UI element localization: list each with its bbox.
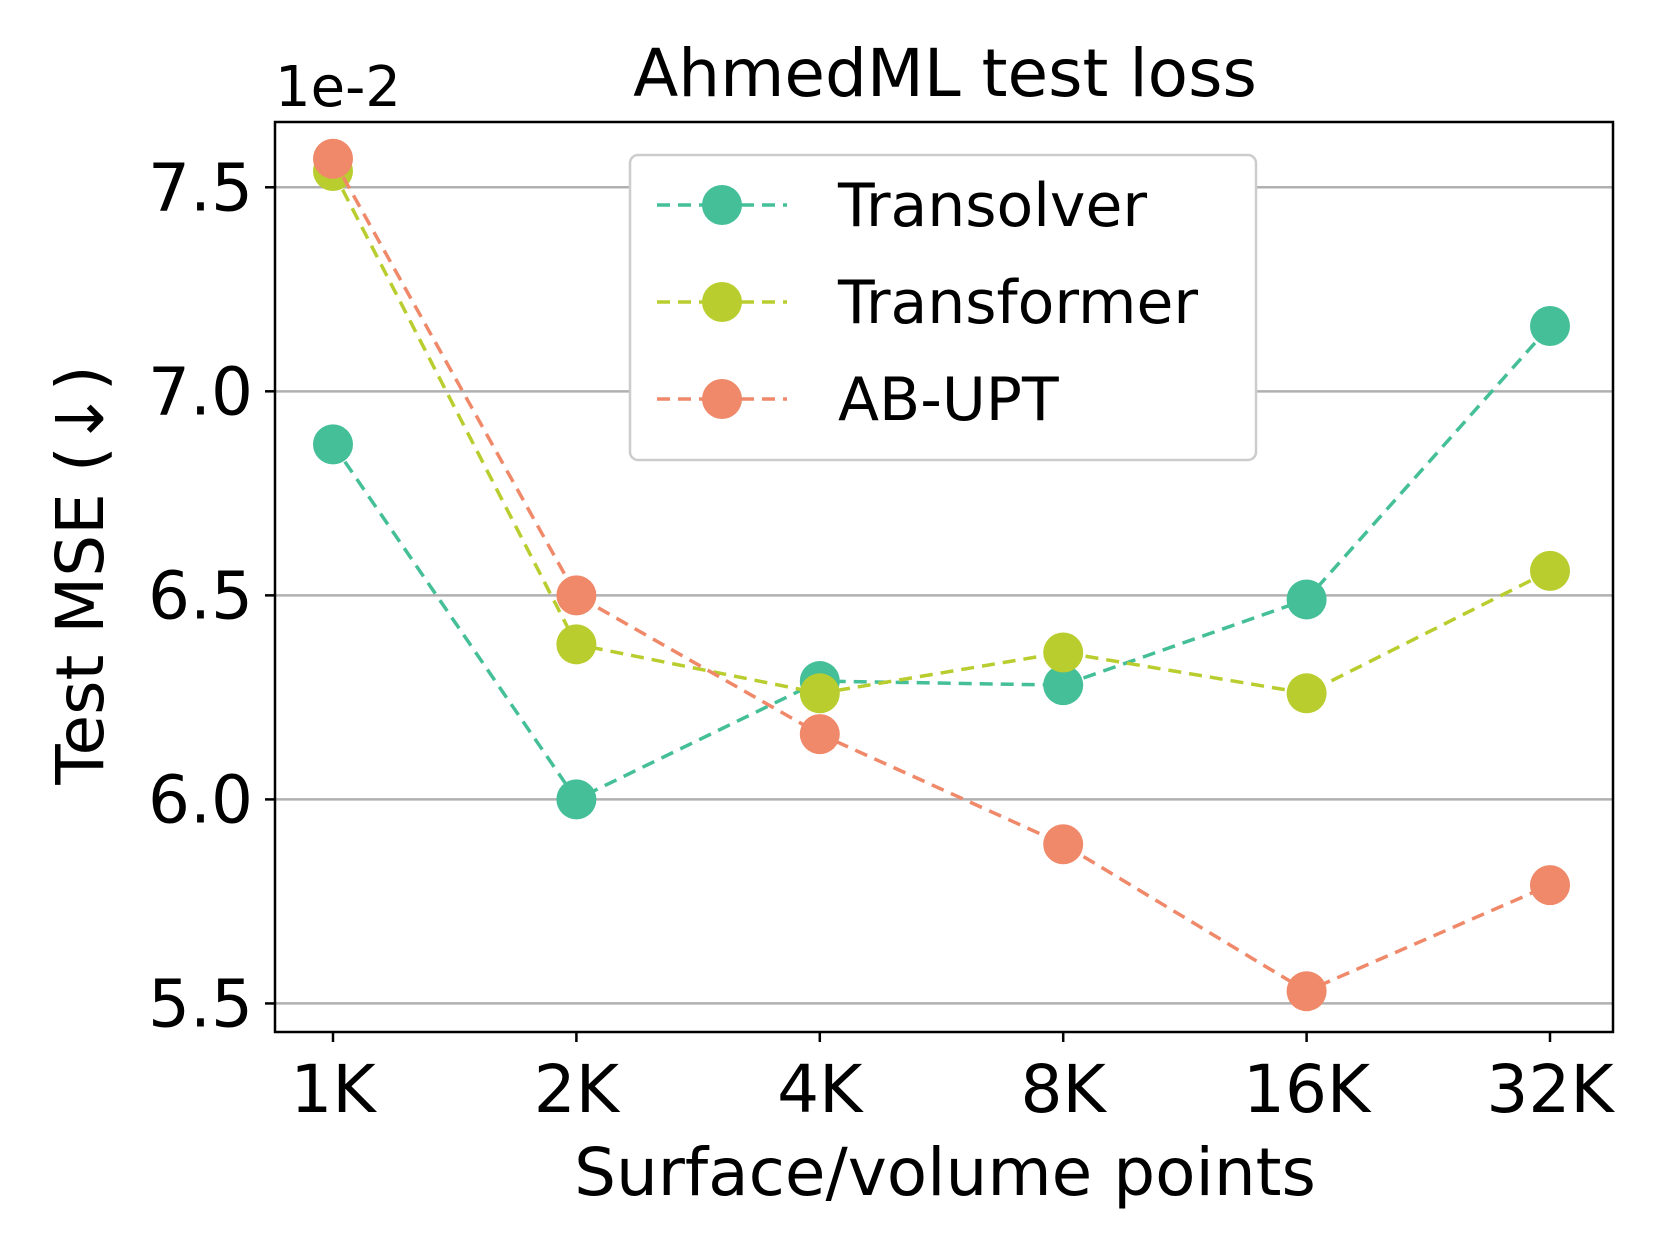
plot-frame — [273, 120, 1615, 1034]
series-ab-upt — [313, 138, 1570, 1012]
data-point — [1530, 306, 1570, 347]
legend-marker — [702, 379, 742, 419]
data-point — [1286, 971, 1327, 1012]
y-offset-label: 1e-2 — [275, 55, 401, 120]
x-tick-label: 32K — [1486, 1051, 1615, 1128]
data-point — [1530, 550, 1570, 591]
y-tick-label: 5.5 — [148, 965, 253, 1042]
x-tick-label: 8K — [1021, 1051, 1108, 1128]
legend-entry: AB-UPT — [657, 365, 1059, 435]
data-point — [1530, 865, 1570, 906]
legend-marker — [702, 282, 742, 322]
series-line — [331, 170, 1551, 696]
series-transolver — [313, 306, 1570, 820]
y-tick-label: 6.0 — [148, 761, 253, 838]
legend-frame — [628, 153, 1258, 462]
legend-entry: Transformer — [657, 268, 1198, 338]
data-point — [1043, 632, 1084, 673]
legend: Transolver Transformer AB-UPT — [628, 153, 1258, 462]
data-point — [556, 575, 597, 616]
data-point — [556, 624, 597, 665]
data-point — [313, 424, 353, 465]
data-point — [1043, 665, 1084, 706]
legend-marker — [702, 185, 742, 225]
series-line — [331, 324, 1552, 802]
data-point — [1043, 824, 1084, 865]
y-tick-label: 7.5 — [148, 149, 253, 226]
series-line — [331, 157, 1551, 994]
x-tick-label: 4K — [777, 1051, 864, 1128]
chart-title: AhmedML test loss — [633, 35, 1257, 112]
x-tick-label: 2K — [534, 1051, 621, 1128]
legend-label: AB-UPT — [838, 365, 1059, 435]
y-axis-title: Test MSE (↓) — [42, 365, 119, 785]
series-layer — [313, 138, 1570, 1012]
data-point — [556, 779, 597, 820]
x-axis-ticks: 1K 2K 4K 8K 16K 32K — [290, 1032, 1615, 1128]
x-axis-title: Surface/volume points — [574, 1134, 1316, 1211]
y-axis-ticks: 5.5 6.0 6.5 7.0 7.5 — [148, 149, 275, 1042]
data-point — [1286, 673, 1327, 714]
y-tick-label: 6.5 — [148, 557, 253, 634]
x-tick-label: 1K — [290, 1051, 377, 1128]
x-tick-label: 16K — [1243, 1051, 1372, 1128]
data-point — [313, 138, 353, 179]
data-point — [799, 673, 840, 714]
data-point — [799, 714, 840, 755]
legend-label: Transformer — [837, 268, 1198, 338]
legend-label: Transolver — [837, 171, 1147, 241]
legend-entry: Transolver — [657, 171, 1147, 241]
data-point — [1286, 579, 1327, 620]
y-tick-label: 7.0 — [148, 353, 253, 430]
